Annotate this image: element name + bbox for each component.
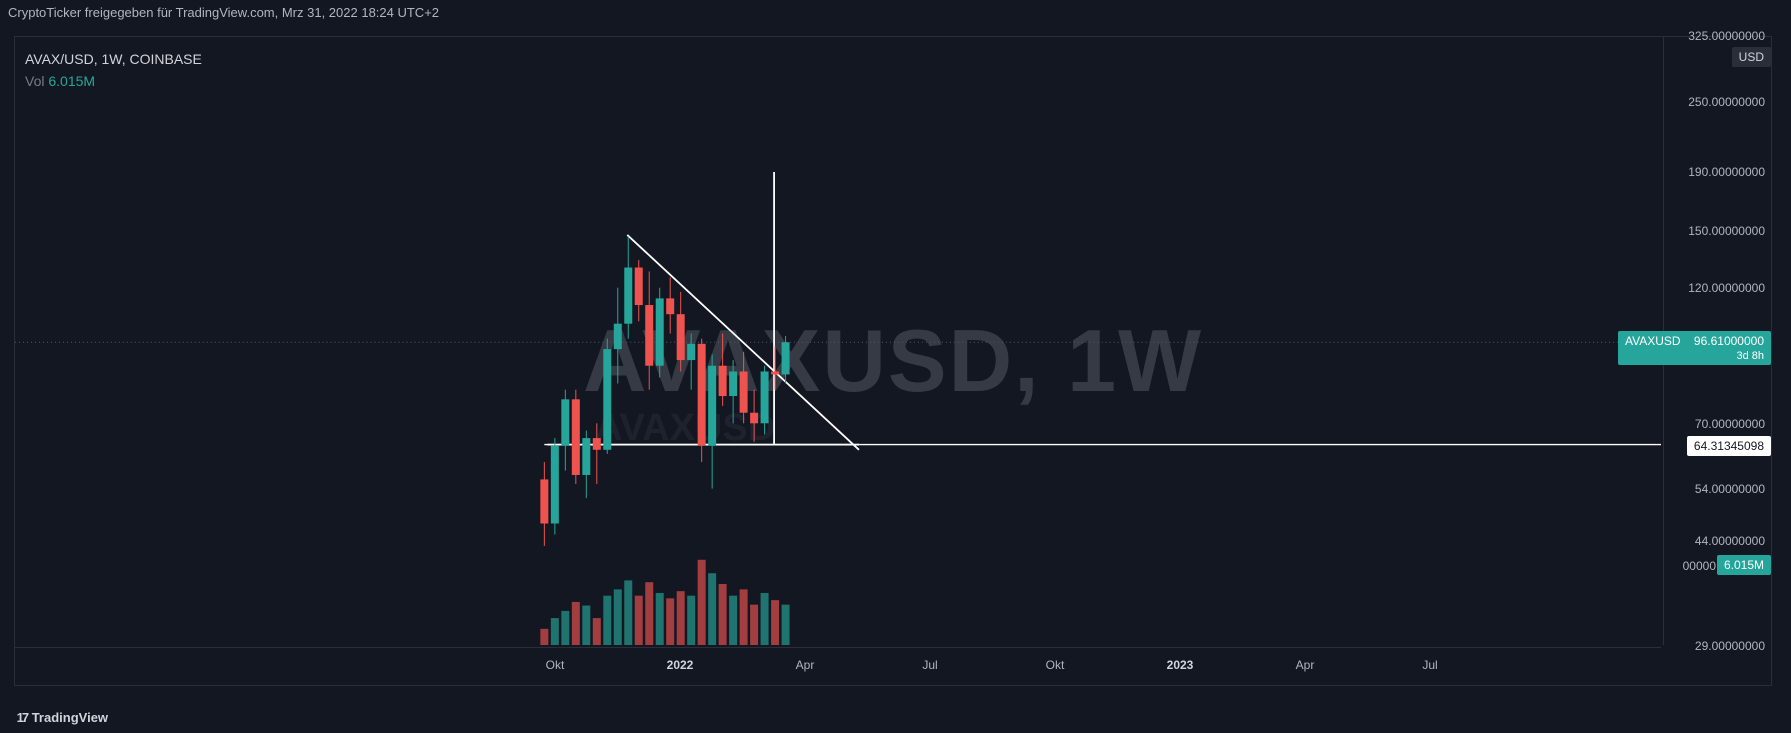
- publish-header: CryptoTicker freigegeben für TradingView…: [0, 0, 439, 26]
- price-tick: 54.00000000: [1695, 482, 1765, 496]
- time-tick: Apr: [1296, 658, 1315, 672]
- price-tick: 250.00000000: [1688, 95, 1765, 109]
- currency-badge[interactable]: USD: [1732, 47, 1771, 67]
- tradingview-logo[interactable]: 17 TradingView: [16, 710, 108, 725]
- time-tick: Jul: [1422, 658, 1437, 672]
- last-price-tag[interactable]: AVAXUSD 96.610000003d 8h: [1618, 331, 1771, 365]
- time-tick: Jul: [922, 658, 937, 672]
- price-tick: 120.00000000: [1688, 281, 1765, 295]
- time-axis[interactable]: Okt 2022 Apr Jul Okt 2023 Apr Jul: [15, 647, 1661, 685]
- time-tick: Okt: [1046, 658, 1065, 672]
- time-tick: Apr: [796, 658, 815, 672]
- price-tick: 150.00000000: [1688, 224, 1765, 238]
- tv-logo-text: TradingView: [32, 710, 108, 725]
- drawn-hline-price-tag[interactable]: 64.31345098: [1687, 436, 1771, 456]
- time-tick: 2023: [1167, 658, 1194, 672]
- time-tick: 2022: [667, 658, 694, 672]
- time-tick: Okt: [546, 658, 565, 672]
- price-tick: 325.00000000: [1688, 29, 1765, 43]
- price-axis[interactable]: 325.00000000250.00000000190.00000000150.…: [1663, 37, 1771, 645]
- price-tick: 29.00000000: [1695, 639, 1765, 653]
- tradingview-chart-page: CryptoTicker freigegeben für TradingView…: [0, 0, 1791, 733]
- price-tick: 44.00000000: [1695, 534, 1765, 548]
- tv-logo-icon: 17: [16, 710, 24, 725]
- volume-axis-tag[interactable]: 6.015M: [1717, 555, 1771, 575]
- chart-plot[interactable]: [15, 37, 1661, 645]
- price-tick: 190.00000000: [1688, 165, 1765, 179]
- price-tick: 70.00000000: [1695, 417, 1765, 431]
- partial-price-tick: 00000: [1683, 559, 1716, 573]
- chart-container[interactable]: AVAXUSD, 1W AVAXUSD AVAX/USD, 1W, COINBA…: [14, 36, 1772, 686]
